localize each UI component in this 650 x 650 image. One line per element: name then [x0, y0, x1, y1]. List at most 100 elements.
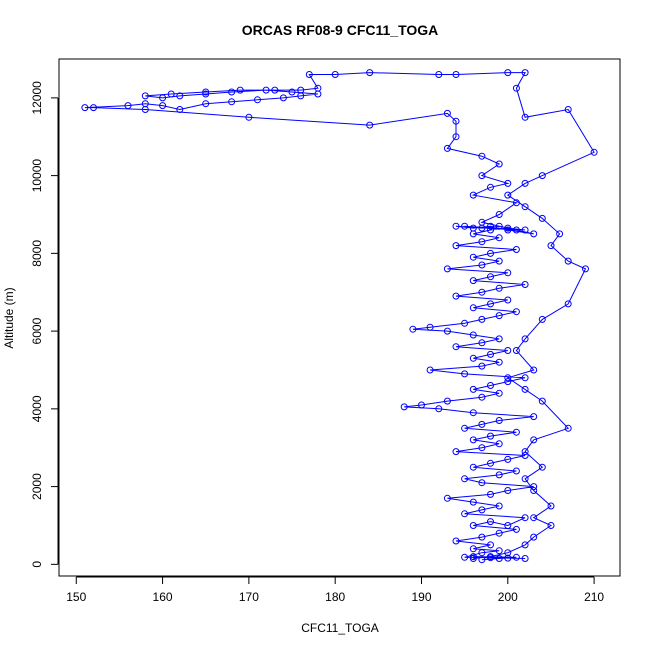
data-point: [487, 226, 494, 234]
data-point: [469, 191, 477, 199]
data-point: [504, 269, 512, 277]
data-point: [504, 296, 512, 304]
data-point: [487, 459, 494, 467]
data-point: [478, 238, 486, 246]
data-point: [530, 413, 538, 421]
data-point: [469, 224, 477, 232]
data-point: [478, 315, 486, 323]
data-point: [478, 479, 486, 487]
data-point: [564, 106, 572, 113]
data-point: [478, 556, 486, 564]
data-point: [202, 90, 210, 98]
data-point: [521, 281, 529, 288]
data-point: [461, 222, 469, 230]
data-point: [409, 325, 417, 333]
data-point: [452, 537, 460, 545]
data-point: [478, 506, 486, 514]
y-axis: 0 2000 4000 6000 8000 10000 12000: [30, 81, 59, 568]
data-point: [547, 502, 555, 510]
x-tick-label: 150: [66, 590, 86, 604]
data-point: [176, 106, 184, 113]
data-point: [495, 284, 503, 292]
data-point: [495, 257, 503, 265]
data-point: [504, 374, 512, 382]
data-point: [538, 463, 546, 471]
data-point: [452, 292, 460, 300]
data-point: [538, 397, 546, 405]
data-point: [314, 84, 322, 92]
x-tick-label: 210: [584, 590, 604, 604]
data-point: [487, 432, 494, 440]
data-point: [530, 483, 538, 491]
data-point: [521, 203, 529, 211]
data-point: [504, 522, 512, 529]
data-point: [443, 144, 451, 152]
x-tick-label: 190: [411, 590, 431, 604]
series-layer: [81, 69, 598, 564]
data-point: [461, 475, 469, 483]
data-point: [469, 409, 477, 417]
data-point: [478, 218, 486, 226]
data-point: [487, 183, 494, 191]
data-point: [495, 211, 503, 218]
data-point: [366, 69, 374, 77]
data-point: [159, 102, 167, 110]
data-point: [366, 121, 374, 129]
data-point: [478, 549, 486, 557]
data-point: [521, 541, 529, 549]
data-point: [530, 514, 538, 522]
data-point: [262, 86, 270, 94]
x-tick-label: 180: [325, 590, 345, 604]
data-point: [461, 370, 469, 378]
data-point: [487, 382, 494, 389]
data-point: [521, 374, 529, 382]
data-point: [452, 117, 460, 125]
data-point: [469, 385, 477, 393]
data-point: [512, 84, 520, 92]
data-point: [521, 475, 529, 483]
x-tick-label: 170: [239, 590, 259, 604]
data-point: [538, 172, 546, 180]
data-point: [297, 86, 305, 94]
plot-frame: [58, 58, 621, 577]
data-point: [487, 273, 494, 281]
data-point: [521, 514, 529, 522]
data-point: [81, 104, 89, 112]
data-point: [547, 242, 555, 250]
data-point: [495, 547, 503, 555]
data-point: [288, 88, 296, 96]
data-point: [478, 261, 486, 269]
data-point: [521, 448, 529, 456]
data-point: [400, 403, 408, 411]
series-line: [84, 72, 595, 561]
x-tick-label: 200: [498, 590, 518, 604]
y-tick-label: 12000: [30, 81, 44, 115]
data-point: [564, 424, 572, 432]
data-point: [521, 226, 529, 234]
data-point: [469, 253, 477, 261]
data-point: [245, 113, 253, 121]
data-point: [564, 300, 572, 308]
data-point: [443, 109, 451, 117]
data-point: [487, 553, 494, 561]
data-point: [236, 86, 244, 94]
x-axis: 150 160 170 180 190 200 210: [66, 576, 604, 604]
data-point: [305, 71, 313, 78]
data-point: [495, 358, 503, 366]
data-point: [504, 224, 512, 232]
data-point: [487, 490, 494, 498]
data-point: [469, 498, 477, 506]
data-point: [202, 88, 210, 96]
data-point: [461, 553, 469, 561]
data-point: [521, 179, 529, 187]
data-point: [512, 199, 520, 207]
y-tick-label: 2000: [30, 473, 44, 500]
data-point: [530, 436, 538, 444]
data-point: [202, 100, 210, 108]
data-point: [469, 463, 477, 471]
data-point: [443, 327, 451, 335]
data-point: [495, 335, 503, 343]
data-point: [504, 549, 512, 557]
data-point: [504, 191, 512, 199]
